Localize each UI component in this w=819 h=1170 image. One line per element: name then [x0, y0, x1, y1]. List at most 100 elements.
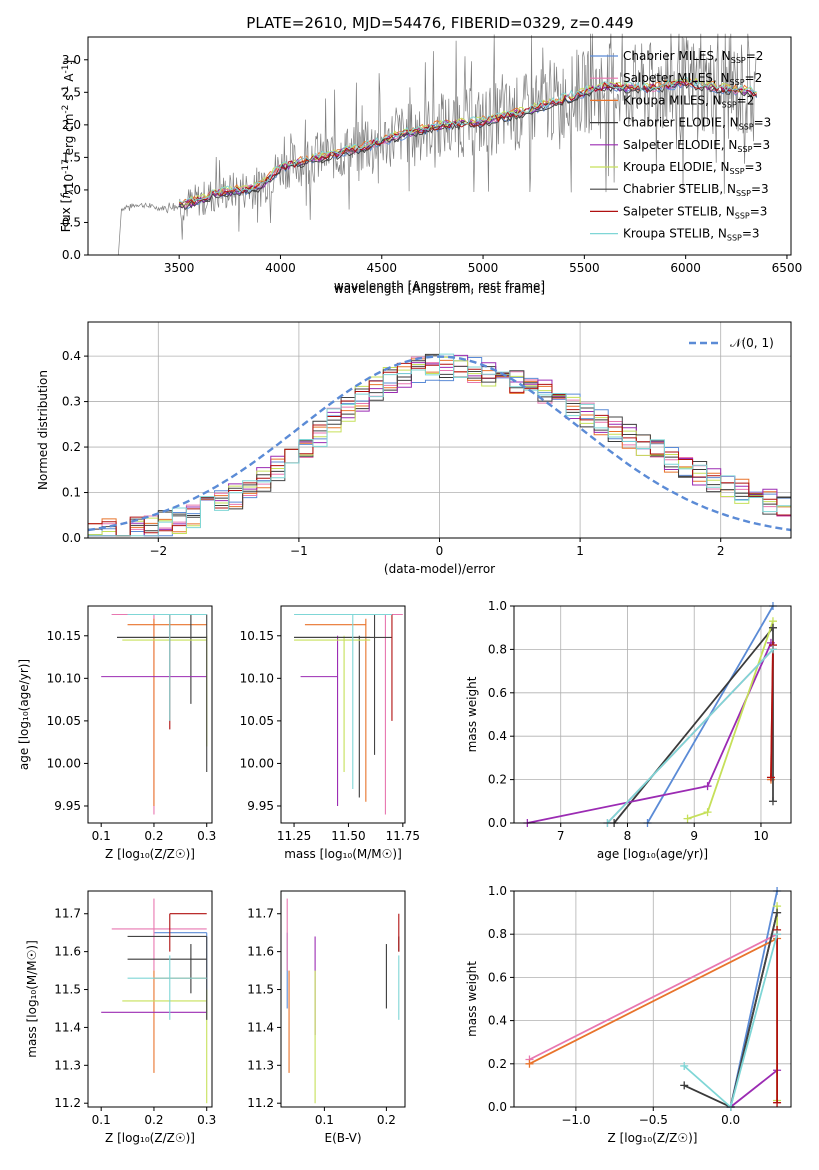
y-tick-label: 10.00 — [47, 756, 81, 770]
model-line-chabrier-stelib — [179, 82, 757, 211]
y-tick-label: 1.0 — [62, 183, 81, 197]
legend-entry: Chabrier MILES, NSSP=2 — [623, 49, 763, 65]
y-tick-label: 11.4 — [247, 1020, 274, 1034]
weight-line — [529, 933, 778, 1061]
weight-line — [770, 645, 774, 778]
weight-marker — [768, 623, 777, 632]
x-tick-label: 0.2 — [377, 1113, 396, 1127]
histogram-frame — [87, 321, 792, 539]
y-axis-label: mass weight — [465, 676, 479, 752]
x-tick-label: 0.1 — [92, 1113, 111, 1127]
axes-z-age — [84, 613, 208, 827]
weight-line — [687, 620, 774, 820]
x-tick-label: 6500 — [772, 261, 803, 275]
weight-line — [613, 627, 774, 824]
y-tick-label: 0.0 — [62, 248, 81, 262]
x-tick-label: 0.0 — [721, 1113, 740, 1127]
weight-marker — [525, 1059, 534, 1068]
x-tick-label: 0.2 — [144, 1113, 163, 1127]
weight-marker — [766, 773, 775, 782]
x-axis-label: E(B-V) — [324, 1131, 361, 1145]
legend-entry: Chabrier ELODIE, NSSP=3 — [623, 116, 771, 132]
x-tick-label: 5500 — [569, 261, 600, 275]
x-tick-label: 0.3 — [197, 1113, 216, 1127]
model-line-kroupa-stelib — [178, 76, 757, 204]
x-tick-label: 8 — [624, 829, 632, 843]
y-axis-label: Normed distribution — [36, 370, 50, 490]
y-tick-label: 10.10 — [47, 671, 81, 685]
y-tick-label: 11.4 — [54, 1020, 81, 1034]
y-tick-label: 11.2 — [54, 1096, 81, 1110]
y-tick-label: 11.2 — [247, 1096, 274, 1110]
frame-ebv-mass — [280, 890, 406, 1108]
figure-title: PLATE=2610, MJD=54476, FIBERID=0329, z=0… — [246, 14, 633, 32]
y-tick-label: 11.6 — [247, 945, 274, 959]
y-tick-label: 0.0 — [488, 1100, 507, 1114]
legend-entry: Kroupa MILES, NSSP=2 — [623, 93, 754, 109]
y-tick-label: 10.00 — [240, 756, 274, 770]
y-tick-label: 10.05 — [240, 714, 274, 728]
x-tick-label: 2 — [717, 544, 725, 558]
x-tick-label: 0.1 — [315, 1113, 334, 1127]
x-tick-label: 1 — [576, 544, 584, 558]
x-axis-label: Z [log₁₀(Z/Z☉)] — [105, 847, 195, 861]
y-tick-label: 9.95 — [247, 799, 274, 813]
frame-age-weight — [513, 605, 792, 824]
spectrum-frame — [87, 36, 792, 256]
axes-z-weight — [510, 887, 791, 1111]
points-z-mass — [101, 898, 208, 1104]
y-axis-label: mass [log₁₀(M/M☉)] — [25, 940, 39, 1058]
y-tick-label: 11.3 — [54, 1058, 81, 1072]
frame-z-weight — [513, 890, 792, 1108]
x-tick-label: 0 — [436, 544, 444, 558]
weight-line — [606, 648, 774, 824]
y-tick-label: 0.5 — [62, 215, 81, 229]
y-tick-label: 11.6 — [54, 945, 81, 959]
axes-spectrum — [84, 33, 788, 259]
axes-residuals — [84, 322, 792, 542]
weight-line — [529, 937, 778, 1065]
y-tick-label: 11.3 — [247, 1058, 274, 1072]
frame-z-age — [87, 605, 213, 824]
y-tick-label: 0.2 — [488, 773, 507, 787]
x-tick-label: −0.5 — [639, 1113, 668, 1127]
y-tick-label: 9.95 — [54, 799, 81, 813]
weight-marker — [773, 908, 782, 917]
y-tick-label: 0.4 — [488, 729, 507, 743]
y-axis-label: Flux [fλ10-17 erg cm-2 s-1 A-1] — [59, 60, 76, 232]
legend-entry: Salpeter ELODIE, NSSP=3 — [623, 138, 770, 154]
weight-marker — [768, 645, 777, 654]
x-tick-label: −2 — [149, 544, 167, 558]
y-tick-label: 0.0 — [488, 816, 507, 830]
x-axis-label: (data-model)/error — [384, 562, 495, 576]
points-ebv-mass — [286, 898, 400, 1104]
weight-marker — [683, 814, 692, 823]
y-tick-label: 10.15 — [240, 629, 274, 643]
x-tick-label: 5000 — [468, 261, 499, 275]
weight-marker — [773, 1098, 782, 1107]
points-z-age — [101, 613, 208, 815]
y-tick-label: 3.0 — [62, 53, 81, 67]
x-tick-label: 9 — [690, 829, 698, 843]
y-tick-label: 0.6 — [488, 970, 507, 984]
legend-entry: Chabrier STELIB, NSSP=3 — [623, 182, 769, 198]
gaussian-curve — [87, 355, 792, 532]
frame-z-mass — [87, 890, 213, 1108]
x-tick-label: 4500 — [366, 261, 397, 275]
y-tick-label: 11.5 — [54, 983, 81, 997]
y-tick-label: 1.5 — [62, 150, 81, 164]
x-tick-label: 0.2 — [144, 829, 163, 843]
legend-entry: 𝒩(0, 1) — [730, 336, 774, 350]
plot-layer: 3500 4000 4500 5000 5500 6000 6500 0.0 0.5 1.0 1.5… — [17, 33, 803, 1145]
x-tick-label: 11.50 — [331, 829, 365, 843]
weight-marker — [680, 1081, 689, 1090]
x-tick-label: 0.1 — [92, 829, 111, 843]
axes-age-weight — [510, 602, 791, 827]
y-tick-label: 0.3 — [62, 395, 81, 409]
y-tick-label: 10.10 — [240, 671, 274, 685]
axes-ebv-mass — [277, 898, 400, 1111]
y-tick-label: 0.4 — [488, 1014, 507, 1028]
weight-marker — [680, 1061, 689, 1070]
y-tick-label: 0.8 — [488, 927, 507, 941]
